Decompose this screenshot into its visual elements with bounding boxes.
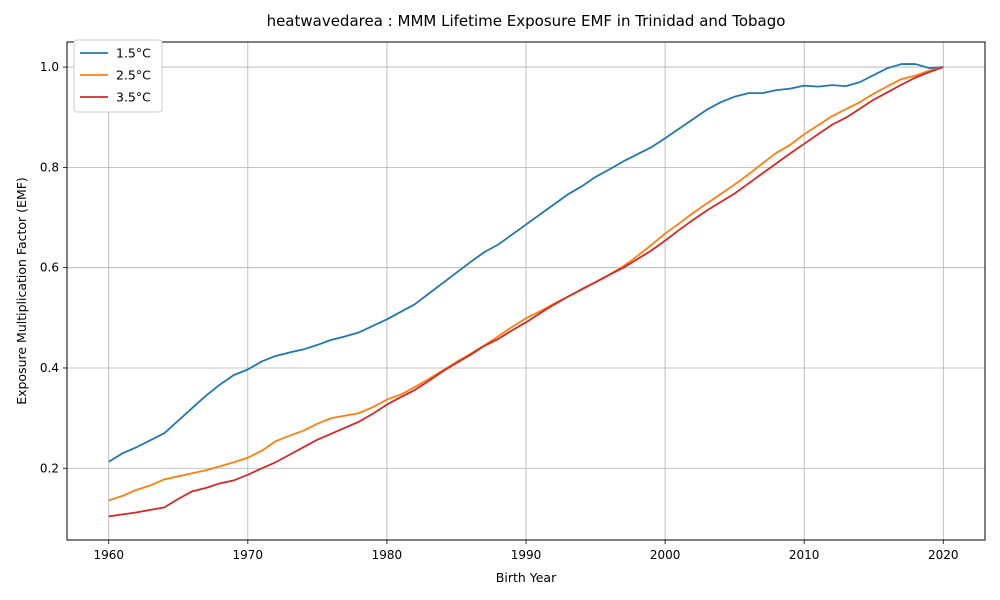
series-line-1 bbox=[108, 66, 944, 502]
y-tick-label: 0.8 bbox=[40, 160, 59, 174]
y-tick-label: 1.0 bbox=[40, 60, 59, 74]
x-tick-label: 1980 bbox=[372, 548, 403, 562]
y-tick-label: 0.2 bbox=[40, 461, 59, 475]
x-tick-label: 2000 bbox=[650, 548, 681, 562]
series-line-2 bbox=[108, 66, 944, 518]
x-tick-label: 1960 bbox=[93, 548, 124, 562]
legend-box bbox=[73, 39, 163, 113]
legend-label-0: 1.5°C bbox=[116, 46, 151, 61]
y-tick-label: 0.6 bbox=[40, 261, 59, 275]
y-tick-label: 0.4 bbox=[40, 361, 59, 375]
x-tick-label: 2010 bbox=[789, 548, 820, 562]
series-line-0 bbox=[108, 63, 944, 463]
grid bbox=[67, 42, 985, 540]
x-tick-label: 1970 bbox=[233, 548, 264, 562]
legend-label-1: 2.5°C bbox=[116, 68, 151, 83]
x-axis-label: Birth Year bbox=[496, 570, 557, 585]
x-tick-label: 2020 bbox=[928, 548, 959, 562]
axis-ticks: 1960 1970 1980 1990 2000 2010 2020 0.2 0.4 0.6 0.8… bbox=[40, 60, 959, 562]
series-lines bbox=[108, 63, 944, 518]
y-axis-label: Exposure Multiplication Factor (EMF) bbox=[14, 177, 29, 405]
x-tick-label: 1990 bbox=[511, 548, 542, 562]
legend: 1.5°C 2.5°C 3.5°C bbox=[73, 39, 163, 113]
legend-label-2: 3.5°C bbox=[116, 90, 151, 105]
chart-title: heatwavedarea : MMM Lifetime Exposure EM… bbox=[267, 12, 786, 30]
